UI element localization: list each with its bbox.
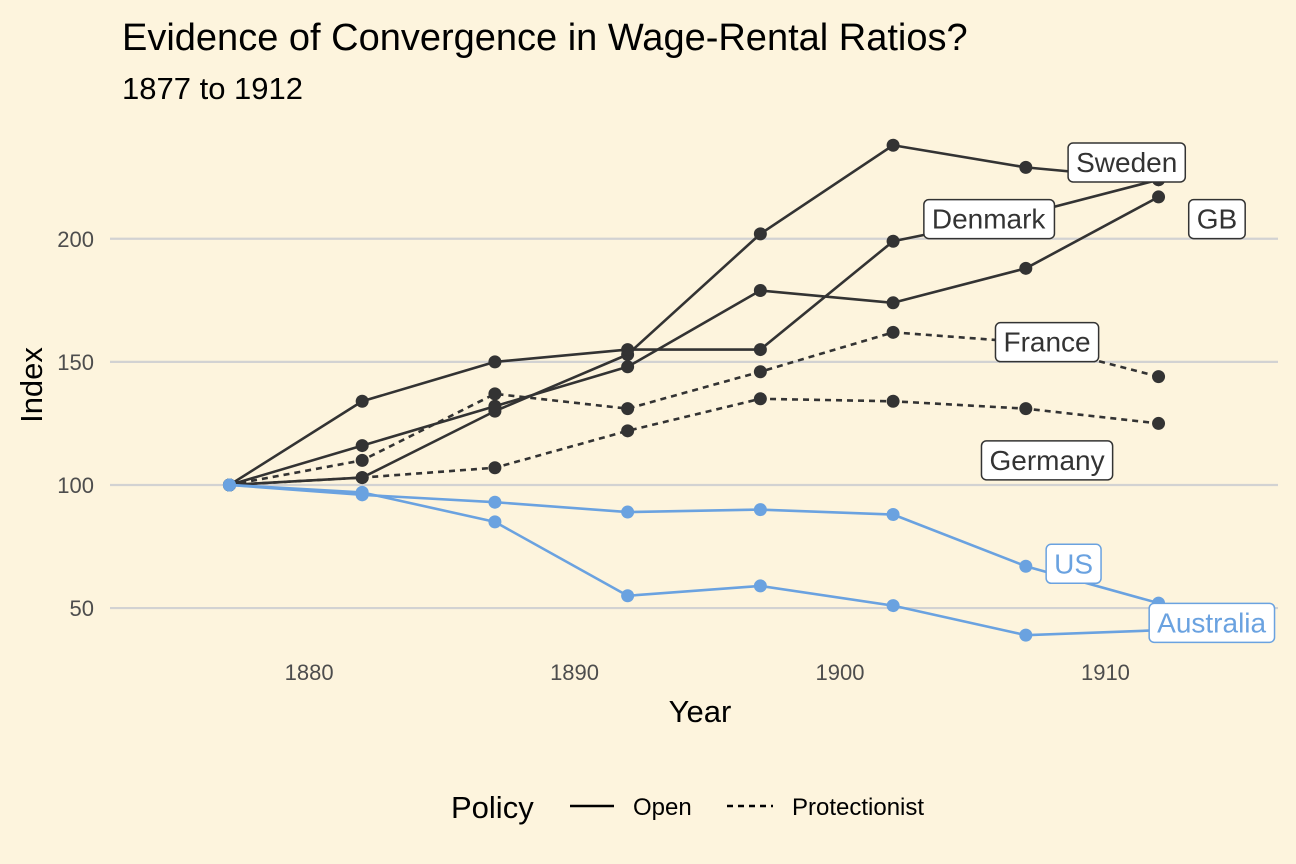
data-point: [1019, 160, 1033, 174]
country-label-box: [980, 440, 1114, 481]
data-point: [753, 227, 767, 241]
series-line: [229, 483, 1159, 605]
country-label-box: [1045, 543, 1102, 585]
series-line: [229, 483, 1159, 637]
legend-label-protectionist: Protectionist: [792, 794, 924, 821]
x-axis-title: Year: [669, 694, 732, 729]
data-point: [355, 453, 369, 467]
data-point: [355, 485, 369, 499]
data-point: [1019, 628, 1033, 642]
series-line: [229, 397, 1159, 487]
y-tick-label: 100: [57, 473, 94, 498]
data-point: [621, 505, 635, 519]
data-point: [621, 343, 635, 357]
data-point: [753, 579, 767, 593]
country-label: Germany: [980, 440, 1114, 481]
data-point: [355, 439, 369, 453]
y-tick-label: 200: [57, 227, 94, 252]
legend-title: Policy: [451, 790, 534, 825]
data-point: [1152, 416, 1166, 430]
data-point: [1019, 402, 1033, 416]
x-tick-labels: 1880 1890 1900 1910: [285, 660, 1130, 685]
data-point: [886, 325, 900, 339]
data-point: [355, 394, 369, 408]
data-point: [886, 599, 900, 613]
country-label-box: [1067, 142, 1187, 183]
country-label-text: France: [1003, 327, 1090, 358]
data-point: [1019, 559, 1033, 573]
data-point: [621, 360, 635, 374]
data-point: [886, 394, 900, 408]
data-point: [488, 355, 502, 369]
data-point: [621, 402, 635, 416]
country-label-box: [1148, 602, 1276, 644]
country-label: France: [994, 321, 1100, 363]
country-label: Denmark: [923, 198, 1056, 240]
country-label-box: [994, 321, 1100, 363]
data-point: [621, 589, 635, 603]
data-point: [886, 508, 900, 522]
y-tick-label: 50: [70, 596, 94, 621]
chart-title: Evidence of Convergence in Wage-Rental R…: [122, 17, 968, 59]
x-tick-label: 1880: [285, 660, 334, 685]
legend: Policy Open Protectionist: [451, 790, 924, 825]
country-label-text: Sweden: [1076, 147, 1177, 178]
country-label: Sweden: [1067, 142, 1187, 183]
data-point: [753, 365, 767, 379]
data-point: [753, 283, 767, 297]
y-tick-label: 150: [57, 350, 94, 375]
data-point: [886, 138, 900, 152]
data-point: [1152, 370, 1166, 384]
country-label-text: Germany: [989, 445, 1104, 476]
data-point: [753, 392, 767, 406]
country-label-box: [923, 198, 1056, 240]
country-labels: Sweden Denmark GB France Germany US Australia: [923, 142, 1276, 644]
country-label-text: Australia: [1157, 607, 1266, 638]
data-point: [488, 461, 502, 475]
country-label: GB: [1187, 198, 1246, 240]
data-point: [886, 234, 900, 248]
data-point: [488, 515, 502, 529]
y-tick-labels: 50 100 150 200: [57, 227, 94, 621]
data-point: [488, 495, 502, 509]
x-tick-label: 1890: [550, 660, 599, 685]
series-germany: [222, 392, 1166, 492]
data-point: [886, 296, 900, 310]
data-point: [222, 478, 236, 492]
data-point: [488, 387, 502, 401]
country-label: Australia: [1148, 602, 1276, 644]
series-gb: [222, 190, 1166, 492]
data-point: [355, 471, 369, 485]
data-point: [1152, 190, 1166, 204]
data-point: [488, 399, 502, 413]
country-label-text: US: [1054, 548, 1093, 579]
country-label-box: [1187, 198, 1246, 240]
series-line: [229, 143, 1159, 487]
series-sweden: [222, 138, 1166, 492]
data-point: [753, 503, 767, 517]
x-tick-label: 1900: [816, 660, 865, 685]
country-label-text: GB: [1197, 204, 1237, 235]
y-axis-title: Index: [14, 347, 49, 423]
x-tick-label: 1910: [1081, 660, 1130, 685]
country-label: US: [1045, 543, 1102, 585]
data-point: [1019, 261, 1033, 275]
series-layer: [222, 138, 1166, 642]
chart-subtitle: 1877 to 1912: [122, 71, 303, 106]
legend-label-open: Open: [633, 794, 692, 821]
data-point: [621, 424, 635, 438]
data-point: [753, 343, 767, 357]
series-line: [229, 195, 1160, 487]
country-label-text: Denmark: [932, 204, 1047, 235]
